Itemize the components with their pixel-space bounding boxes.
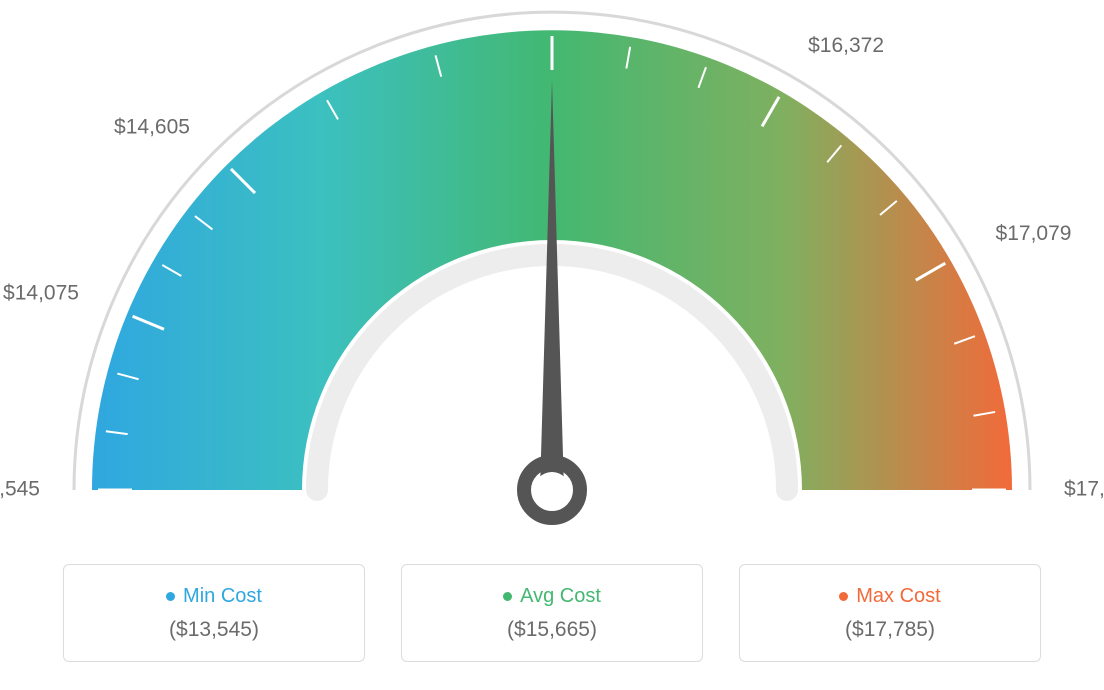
svg-text:$14,075: $14,075 [3, 282, 79, 305]
legend-card-max: Max Cost ($17,785) [739, 564, 1041, 662]
legend-title-min: Min Cost [166, 585, 262, 608]
legend-label-avg: Avg Cost [520, 585, 601, 608]
svg-text:$16,372: $16,372 [808, 34, 884, 57]
gauge-chart: $13,545$14,075$14,605$15,665$16,372$17,0… [0, 0, 1104, 560]
legend-value-avg: ($15,665) [507, 618, 597, 642]
gauge-svg: $13,545$14,075$14,605$15,665$16,372$17,0… [0, 0, 1104, 560]
legend-label-min: Min Cost [183, 585, 262, 608]
svg-text:$14,605: $14,605 [114, 116, 190, 139]
legend-dot-min [166, 592, 175, 601]
legend-row: Min Cost ($13,545) Avg Cost ($15,665) Ma… [50, 564, 1054, 662]
svg-text:$17,079: $17,079 [996, 222, 1072, 245]
legend-card-avg: Avg Cost ($15,665) [401, 564, 703, 662]
legend-label-max: Max Cost [856, 585, 940, 608]
legend-card-min: Min Cost ($13,545) [63, 564, 365, 662]
svg-text:$13,545: $13,545 [0, 478, 40, 501]
legend-title-avg: Avg Cost [503, 585, 601, 608]
legend-title-max: Max Cost [839, 585, 940, 608]
legend-dot-max [839, 592, 848, 601]
legend-value-min: ($13,545) [169, 618, 259, 642]
legend-dot-avg [503, 592, 512, 601]
svg-text:$17,785: $17,785 [1064, 478, 1104, 501]
legend-value-max: ($17,785) [845, 618, 935, 642]
chart-container: $13,545$14,075$14,605$15,665$16,372$17,0… [0, 0, 1104, 690]
